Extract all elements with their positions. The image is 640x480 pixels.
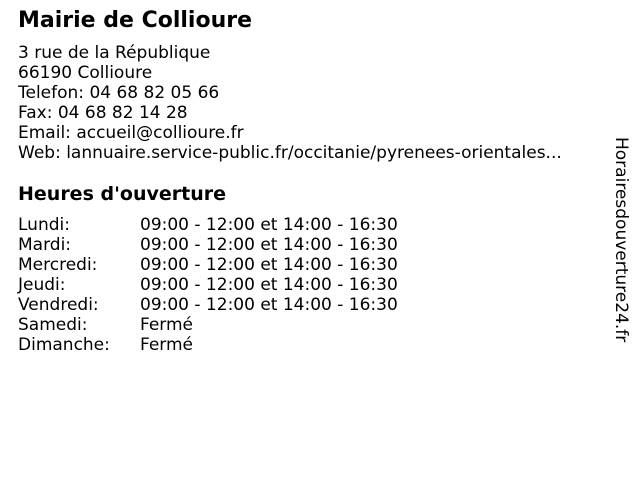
day-label: Mardi: — [18, 235, 72, 255]
phone-value: 04 68 82 05 66 — [89, 83, 220, 103]
web-label: Web: — [18, 143, 61, 163]
email-value: accueil@collioure.fr — [76, 123, 244, 143]
day-hours: Fermé — [140, 315, 194, 335]
day-hours: 09:00 - 12:00 et 14:00 - 16:30 — [140, 295, 398, 315]
hours-row-tuesday: Mardi: 09:00 - 12:00 et 14:00 - 16:30 — [18, 235, 398, 255]
opening-hours-table: Lundi: 09:00 - 12:00 et 14:00 - 16:30 Ma… — [18, 215, 398, 355]
fax-value: 04 68 82 14 28 — [57, 103, 188, 123]
address-street: 3 rue de la République — [18, 43, 211, 63]
email-line: Email: accueil@collioure.fr — [18, 123, 562, 143]
day-label: Lundi: — [18, 215, 70, 235]
day-hours: Fermé — [140, 335, 194, 355]
contact-info: 3 rue de la République 66190 Collioure T… — [18, 43, 562, 163]
hours-row-wednesday: Mercredi: 09:00 - 12:00 et 14:00 - 16:30 — [18, 255, 398, 275]
hours-row-thursday: Jeudi: 09:00 - 12:00 et 14:00 - 16:30 — [18, 275, 398, 295]
opening-hours-heading: Heures d'ouverture — [18, 183, 226, 205]
address-city: 66190 Collioure — [18, 63, 153, 83]
web-line: Web: lannuaire.service-public.fr/occitan… — [18, 143, 562, 163]
branding-vertical-text: Horairesdouverture24.fr — [611, 137, 631, 343]
hours-row-friday: Vendredi: 09:00 - 12:00 et 14:00 - 16:30 — [18, 295, 398, 315]
fax-line: Fax: 04 68 82 14 28 — [18, 103, 562, 123]
day-hours: 09:00 - 12:00 et 14:00 - 16:30 — [140, 275, 398, 295]
hours-row-sunday: Dimanche: Fermé — [18, 335, 398, 355]
day-label: Jeudi: — [18, 275, 66, 295]
hours-row-saturday: Samedi: Fermé — [18, 315, 398, 335]
hours-row-monday: Lundi: 09:00 - 12:00 et 14:00 - 16:30 — [18, 215, 398, 235]
web-value: lannuaire.service-public.fr/occitanie/py… — [66, 143, 562, 163]
page-title: Mairie de Collioure — [18, 8, 253, 33]
day-label: Mercredi: — [18, 255, 98, 275]
fax-label: Fax: — [18, 103, 53, 123]
day-label: Vendredi: — [18, 295, 99, 315]
day-hours: 09:00 - 12:00 et 14:00 - 16:30 — [140, 255, 398, 275]
day-hours: 09:00 - 12:00 et 14:00 - 16:30 — [140, 215, 398, 235]
day-label: Samedi: — [18, 315, 88, 335]
phone-line: Telefon: 04 68 82 05 66 — [18, 83, 562, 103]
phone-label: Telefon: — [18, 83, 85, 103]
day-hours: 09:00 - 12:00 et 14:00 - 16:30 — [140, 235, 398, 255]
email-label: Email: — [18, 123, 71, 143]
day-label: Dimanche: — [18, 335, 110, 355]
